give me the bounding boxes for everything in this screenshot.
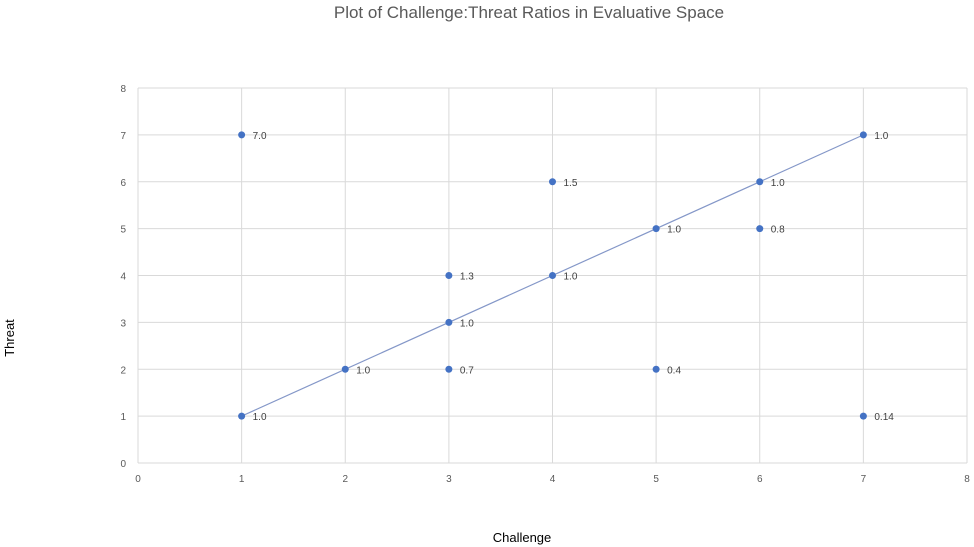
data-label: 0.4 bbox=[667, 365, 681, 376]
y-tick-label: 6 bbox=[120, 178, 126, 189]
data-label: 1.5 bbox=[564, 178, 578, 189]
x-tick-label: 5 bbox=[653, 474, 659, 485]
data-point bbox=[756, 178, 764, 186]
y-tick-label: 8 bbox=[120, 84, 126, 95]
data-point bbox=[549, 272, 556, 279]
data-point bbox=[652, 365, 660, 373]
y-tick-label: 3 bbox=[120, 318, 126, 329]
data-label: 1.0 bbox=[564, 272, 578, 283]
x-tick-label: 3 bbox=[446, 474, 452, 485]
data-labels: 7.0 1.0 1.0 1.3 1.0 0.7 1.5 1.0 1.0 0.4 1.0 0.8 1.0 0… bbox=[253, 131, 895, 423]
data-point bbox=[445, 365, 453, 373]
y-tick-label: 4 bbox=[120, 272, 126, 283]
data-label: 1.0 bbox=[667, 225, 681, 236]
data-point bbox=[859, 131, 867, 139]
data-label: 1.0 bbox=[253, 412, 267, 423]
x-tick-label: 7 bbox=[861, 474, 867, 485]
data-label: 0.7 bbox=[460, 365, 474, 376]
data-point bbox=[238, 412, 246, 420]
data-point bbox=[341, 365, 349, 373]
axis-tick-labels: 0 1 2 3 4 5 6 7 8 0 1 2 3 4 5 6 7 8 bbox=[120, 84, 970, 485]
data-label: 1.0 bbox=[771, 178, 785, 189]
y-tick-label: 0 bbox=[120, 459, 126, 470]
y-tick-label: 2 bbox=[120, 365, 126, 376]
chart-title: Plot of Challenge:Threat Ratios in Evalu… bbox=[334, 3, 724, 22]
y-axis-title: Threat bbox=[2, 319, 17, 357]
x-tick-label: 4 bbox=[550, 474, 556, 485]
y-tick-label: 7 bbox=[120, 131, 126, 142]
data-point bbox=[859, 412, 867, 420]
data-label: 0.14 bbox=[874, 412, 894, 423]
data-point bbox=[445, 318, 453, 326]
x-tick-label: 0 bbox=[135, 474, 141, 485]
y-tick-label: 5 bbox=[120, 225, 126, 236]
data-label: 1.3 bbox=[460, 272, 474, 283]
data-label: 7.0 bbox=[253, 131, 267, 142]
x-axis-title: Challenge bbox=[493, 530, 552, 545]
data-point bbox=[238, 131, 246, 139]
data-point bbox=[549, 178, 556, 186]
data-point bbox=[445, 272, 453, 279]
x-tick-label: 8 bbox=[964, 474, 970, 485]
data-label: 0.8 bbox=[771, 225, 785, 236]
y-tick-label: 1 bbox=[120, 412, 126, 423]
x-tick-label: 2 bbox=[342, 474, 348, 485]
data-point bbox=[756, 225, 764, 233]
data-points bbox=[238, 131, 867, 420]
data-label: 1.0 bbox=[356, 365, 370, 376]
x-tick-label: 6 bbox=[757, 474, 763, 485]
data-label: 1.0 bbox=[460, 318, 474, 329]
x-tick-label: 1 bbox=[239, 474, 245, 485]
data-label: 1.0 bbox=[874, 131, 888, 142]
data-point bbox=[652, 225, 660, 233]
